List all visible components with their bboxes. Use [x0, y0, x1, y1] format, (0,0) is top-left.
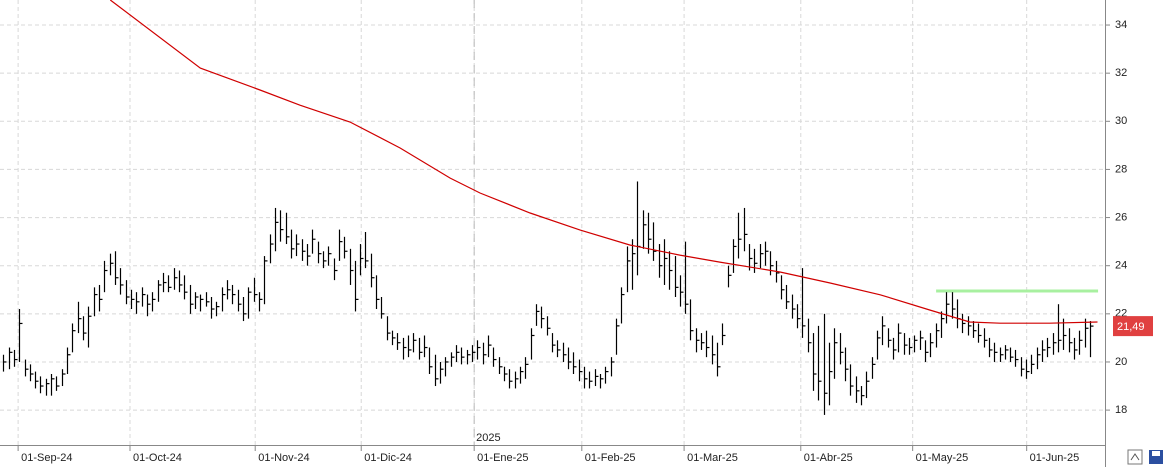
y-tick-label: 32: [1115, 67, 1127, 79]
x-tick-label: 01-Dic-24: [364, 452, 412, 464]
y-tick-label: 30: [1115, 115, 1127, 127]
x-tick-label: 01-Abr-25: [804, 452, 853, 464]
x-tick-label: 01-Mar-25: [687, 452, 738, 464]
y-tick-label: 20: [1115, 356, 1127, 368]
y-tick-label: 18: [1115, 404, 1127, 416]
toolbar-icons[interactable]: [1127, 449, 1163, 465]
x-tick-label: 01-Oct-24: [133, 452, 182, 464]
last-price-box: [1113, 316, 1153, 337]
icon-glyph: [1130, 453, 1140, 461]
icon-glyph: [1152, 451, 1160, 456]
y-tick-label: 34: [1115, 19, 1127, 31]
y-tick-label: 28: [1115, 163, 1127, 175]
last-price-label: 21,49: [1117, 321, 1145, 333]
x-tick-label: 01-Nov-24: [258, 452, 309, 464]
y-tick-label: 24: [1115, 260, 1127, 272]
x-tick-label: 01-Sep-24: [21, 452, 72, 464]
y-tick-label: 26: [1115, 211, 1127, 223]
x-tick-label: 01-Feb-25: [585, 452, 636, 464]
icon-expand[interactable]: [1127, 449, 1143, 465]
moving-average: [109, 0, 1098, 324]
x-tick-label: 01-Jun-25: [1030, 452, 1080, 464]
year-label: 2025: [476, 432, 500, 444]
x-tick-label: 01-Ene-25: [477, 452, 528, 464]
x-tick-label: 01-May-25: [916, 452, 969, 464]
